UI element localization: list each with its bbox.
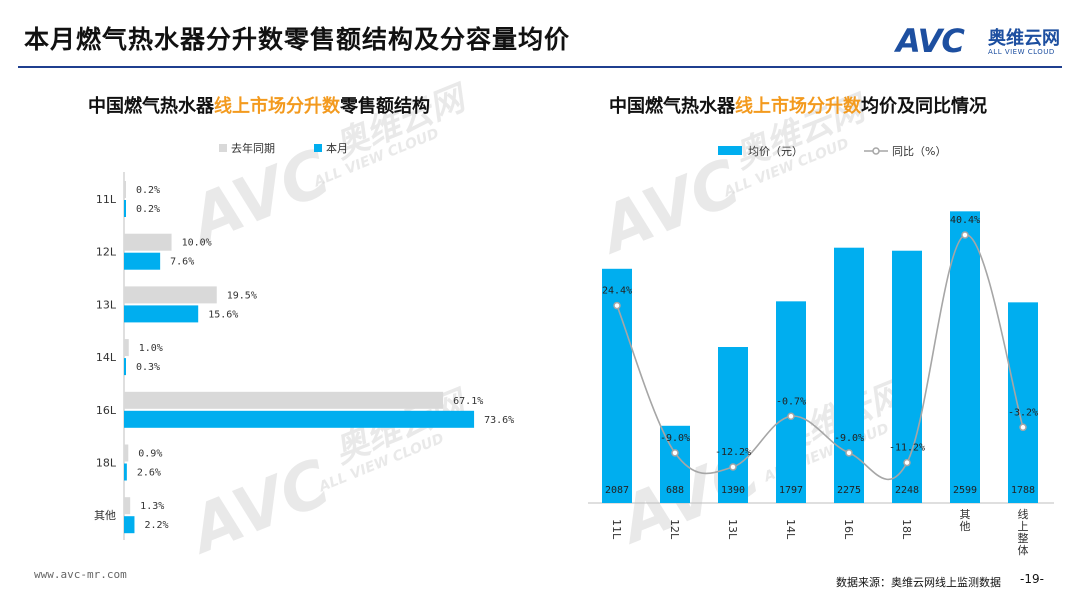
bar-label-avg-price: 2087 <box>605 485 629 496</box>
legend-swatch-current <box>314 144 322 152</box>
page-number: -19- <box>1020 572 1044 586</box>
avc-logo: AVC 奥维云网 ALL VIEW CLOUD <box>896 22 1066 62</box>
bar-current <box>124 200 126 217</box>
bar-label-current: 7.6% <box>170 257 194 268</box>
logo-cn: 奥维云网 <box>988 28 1060 49</box>
right-title-part-1: 中国燃气热水器 <box>609 96 735 117</box>
yoy-point <box>961 231 969 239</box>
right-category-label: 18L <box>900 519 913 540</box>
right-category-label: 13L <box>726 519 739 540</box>
left-category-label: 18L <box>96 457 117 470</box>
bar-current <box>124 410 475 428</box>
page-title: 本月燃气热水器分升数零售额结构及分容量均价 <box>24 25 571 54</box>
left-title-part-3: 零售额结构 <box>340 96 430 117</box>
bar-last-year <box>124 339 129 357</box>
bar-label-last-year: 1.0% <box>139 343 163 354</box>
bar-label-current: 2.6% <box>137 468 161 479</box>
yoy-label: -9.0% <box>660 433 690 444</box>
bar-avg-price <box>776 301 806 503</box>
legend-swatch-price <box>718 146 742 155</box>
right-category-label: 线上整体 <box>1018 507 1029 557</box>
bar-label-current: 0.2% <box>136 204 160 215</box>
left-category-label: 其他 <box>94 509 116 522</box>
bar-label-avg-price: 2599 <box>953 485 977 496</box>
bar-last-year <box>124 391 444 409</box>
left-category-label: 12L <box>96 246 117 259</box>
left-category-label: 16L <box>96 404 117 417</box>
bar-avg-price <box>950 211 980 503</box>
bar-label-last-year: 1.3% <box>140 501 164 512</box>
legend-label-yoy: 同比（%） <box>892 145 946 158</box>
bar-last-year <box>124 497 131 515</box>
bar-label-avg-price: 1390 <box>721 485 745 496</box>
bar-label-last-year: 67.1% <box>453 396 483 407</box>
bar-label-avg-price: 2248 <box>895 485 919 496</box>
bar-label-avg-price: 1788 <box>1011 485 1035 496</box>
logo-mark: AVC <box>896 22 965 60</box>
bar-label-current: 2.2% <box>144 520 168 531</box>
left-title-part-2: 线上市场分升数 <box>214 96 340 117</box>
left-category-label: 14L <box>96 351 117 364</box>
yoy-label: -12.2% <box>715 447 751 458</box>
right-category-label: 11L <box>610 519 623 540</box>
bar-avg-price <box>1008 302 1038 503</box>
yoy-label: 40.4% <box>950 215 980 226</box>
right-category-label: 其他 <box>960 508 971 533</box>
bar-last-year <box>124 286 217 304</box>
footer-source: 数据来源：奥维云网线上监测数据 <box>836 576 1001 589</box>
left-chart-title: 中国燃气热水器线上市场分升数零售额结构 <box>88 92 430 118</box>
bar-label-last-year: 10.0% <box>182 238 212 249</box>
legend-marker-yoy <box>872 147 880 155</box>
yoy-point <box>613 301 621 310</box>
bar-last-year <box>124 444 129 462</box>
bar-label-avg-price: 1797 <box>779 485 803 496</box>
right-category-label: 12L <box>668 519 681 540</box>
yoy-label: -11.2% <box>889 443 925 454</box>
legend-swatch-last-year <box>219 144 227 152</box>
bar-current <box>124 516 135 534</box>
bar-last-year <box>124 233 172 251</box>
left-category-label: 13L <box>96 298 117 311</box>
bar-label-current: 0.3% <box>136 362 160 373</box>
left-category-label: 11L <box>96 193 117 206</box>
yoy-point <box>729 463 737 471</box>
right-category-label: 14L <box>784 519 797 540</box>
bar-label-current: 15.6% <box>208 309 238 320</box>
bar-label-last-year: 19.5% <box>227 290 257 301</box>
bar-current <box>124 305 199 323</box>
bar-current <box>124 463 127 481</box>
title-rule <box>18 66 1062 68</box>
bar-label-last-year: 0.9% <box>138 449 162 460</box>
right-category-label: 16L <box>842 519 855 540</box>
bar-last-year <box>124 181 126 198</box>
bar-avg-price <box>834 247 864 503</box>
bar-label-avg-price: 2275 <box>837 485 861 496</box>
right-chart-title: 中国燃气热水器线上市场分升数均价及同比情况 <box>609 92 987 118</box>
yoy-point <box>903 458 911 467</box>
right-title-part-2: 线上市场分升数 <box>735 96 861 117</box>
legend-label-price: 均价（元） <box>748 145 803 158</box>
bar-label-last-year: 0.2% <box>136 185 160 196</box>
bar-current <box>124 358 126 376</box>
logo-en: ALL VIEW CLOUD <box>988 48 1055 56</box>
legend-label-current: 本月 <box>326 141 348 155</box>
legend-label-last-year: 去年同期 <box>231 141 275 155</box>
yoy-label: -3.2% <box>1008 407 1038 418</box>
bar-current <box>124 252 161 270</box>
yoy-point <box>1019 423 1027 432</box>
yoy-point <box>787 412 795 421</box>
bar-avg-price <box>718 347 748 503</box>
footer-url[interactable]: www.avc-mr.com <box>34 568 127 581</box>
yoy-label: -9.0% <box>834 433 864 444</box>
yoy-point <box>845 449 853 457</box>
yoy-point <box>671 449 679 457</box>
right-title-part-3: 均价及同比情况 <box>861 96 987 117</box>
bar-label-avg-price: 688 <box>666 485 684 496</box>
yoy-label: 24.4% <box>602 286 632 297</box>
yoy-label: -0.7% <box>776 396 806 407</box>
bar-label-current: 73.6% <box>484 415 514 426</box>
left-title-part-1: 中国燃气热水器 <box>88 96 214 117</box>
